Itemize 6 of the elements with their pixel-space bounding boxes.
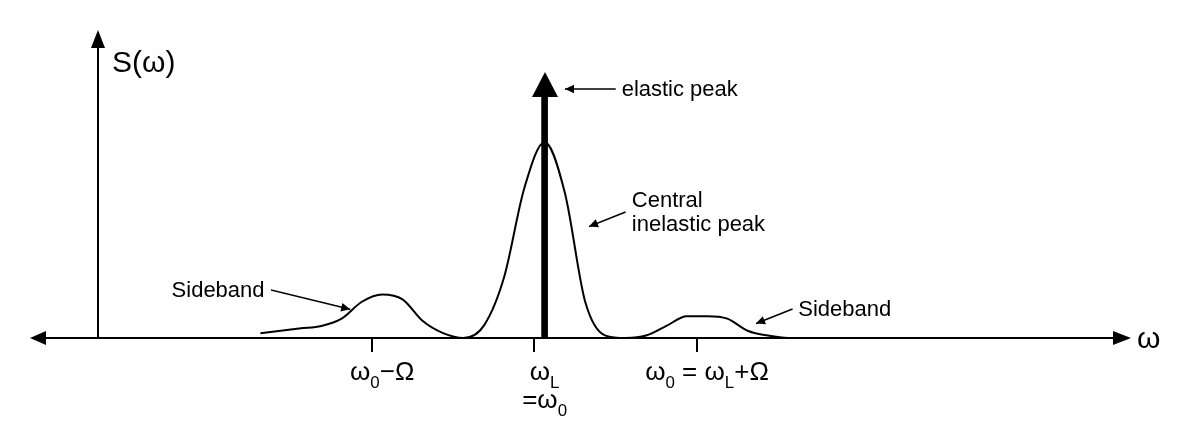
annotation: Sideband (171, 276, 265, 302)
y-axis-title: S(ω) (112, 45, 176, 78)
annotation: elastic peak (621, 76, 738, 102)
annotation: Central inelastic peak (631, 187, 766, 237)
annotation: Sideband (798, 296, 892, 321)
x-axis-title: ω (1137, 321, 1161, 354)
